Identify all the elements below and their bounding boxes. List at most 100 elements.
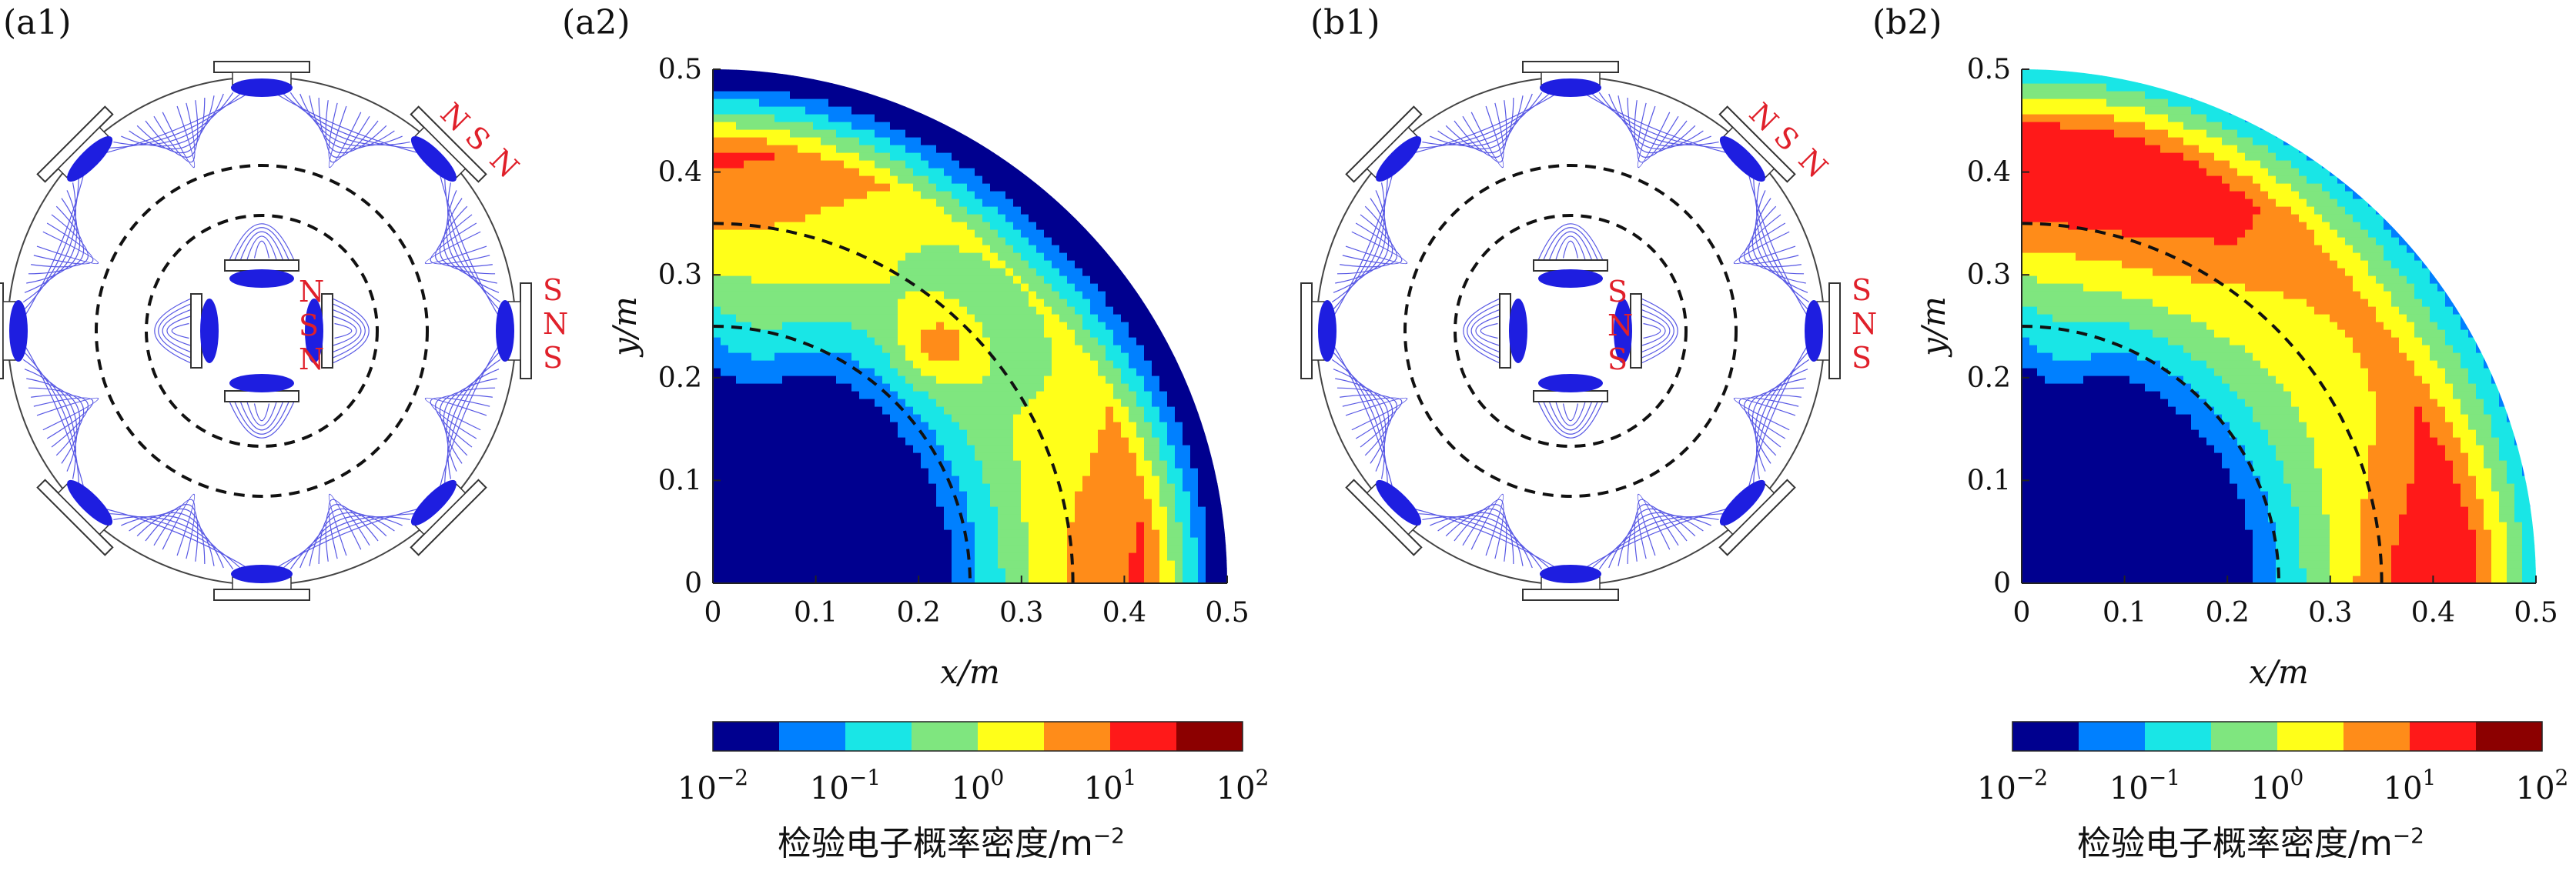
heatmap-cell	[774, 537, 783, 546]
heatmap-cell	[1021, 237, 1029, 245]
heatmap-cell	[805, 183, 814, 192]
heatmap-cell	[836, 283, 845, 292]
heatmap-cell	[882, 329, 891, 338]
heatmap-cell	[875, 268, 883, 276]
heatmap-cell	[944, 237, 952, 245]
heatmap-cell	[1213, 568, 1222, 576]
heatmap-cell	[1152, 322, 1160, 330]
magnet-pole-label: S	[1607, 342, 1628, 376]
heatmap-cell	[2083, 483, 2092, 492]
heatmap-cell	[1021, 291, 1029, 299]
heatmap-cell	[875, 214, 883, 222]
heatmap-cell	[2122, 160, 2130, 169]
heatmap-cell	[1075, 529, 1083, 538]
heatmap-cell	[2060, 152, 2069, 161]
heatmap-cell	[867, 399, 875, 407]
heatmap-cell	[813, 337, 821, 345]
heatmap-cell	[2060, 514, 2069, 522]
heatmap-cell	[875, 399, 883, 407]
heatmap-cell	[1136, 545, 1145, 553]
heatmap-cell	[913, 545, 922, 553]
heatmap-cell	[1029, 352, 1037, 361]
heatmap-cell	[928, 291, 937, 299]
heatmap-cell	[2060, 499, 2069, 507]
field-line	[1756, 359, 1810, 479]
heatmap-cell	[836, 529, 845, 538]
heatmap-cell	[913, 122, 922, 130]
heatmap-cell	[959, 345, 968, 353]
heatmap-cell	[767, 468, 775, 476]
heatmap-cell	[805, 129, 814, 138]
heatmap-cell	[867, 283, 875, 292]
heatmap-cell	[828, 291, 837, 299]
heatmap-cell	[1005, 499, 1014, 507]
heatmap-cell	[975, 268, 983, 276]
heatmap-cell	[774, 114, 783, 122]
heatmap-cell	[713, 468, 721, 476]
heatmap-cell	[898, 452, 906, 461]
heatmap-cell	[1059, 268, 1068, 276]
heatmap-cell	[898, 322, 906, 330]
heatmap-cell	[844, 437, 852, 446]
heatmap-cell	[905, 568, 914, 576]
heatmap-cell	[1029, 437, 1037, 446]
heatmap-cell	[859, 391, 868, 399]
heatmap-cell	[921, 160, 929, 169]
heatmap-cell	[1121, 391, 1129, 399]
heatmap-cell	[2129, 145, 2138, 153]
heatmap-cell	[1013, 283, 1022, 292]
inner-magnet	[305, 293, 333, 369]
heatmap-cell	[2029, 552, 2038, 561]
heatmap-cell	[2137, 183, 2146, 192]
heatmap-cell	[767, 83, 775, 92]
heatmap-cell	[952, 576, 960, 583]
heatmap-cell	[782, 337, 791, 345]
heatmap-cell	[1144, 352, 1153, 361]
heatmap-cell	[2083, 299, 2092, 307]
heatmap-cell	[921, 152, 929, 161]
heatmap-cell	[2052, 576, 2061, 583]
heatmap-cell	[921, 560, 929, 569]
heatmap-cell	[2091, 168, 2099, 176]
heatmap-cell	[1036, 491, 1045, 499]
heatmap-cell	[805, 360, 814, 369]
heatmap-cell	[1106, 499, 1114, 507]
heatmap-cell	[1029, 576, 1037, 583]
heatmap-cell	[798, 460, 806, 469]
heatmap-cell	[1021, 275, 1029, 284]
heatmap-cell	[2129, 299, 2138, 307]
heatmap-cell	[844, 329, 852, 338]
heatmap-cell	[913, 168, 922, 176]
heatmap-cell	[982, 437, 991, 446]
heatmap-cell	[767, 191, 775, 199]
heatmap-cell	[2029, 499, 2038, 507]
heatmap-cell	[759, 145, 768, 153]
heatmap-cell	[790, 322, 798, 330]
heatmap-cell	[759, 137, 768, 145]
heatmap-cell	[2106, 383, 2115, 392]
heatmap-cell	[1113, 422, 1122, 430]
heatmap-cell	[2106, 183, 2115, 192]
heatmap-cell	[1167, 352, 1176, 361]
heatmap-cell	[713, 476, 721, 484]
heatmap-cell	[2106, 129, 2115, 138]
heatmap-cell	[2122, 137, 2130, 145]
heatmap-cell	[774, 206, 783, 215]
heatmap-cell	[875, 506, 883, 515]
heatmap-cell	[859, 299, 868, 307]
heatmap-cell	[798, 199, 806, 207]
heatmap-cell	[1052, 545, 1060, 553]
heatmap-cell	[1090, 514, 1099, 522]
heatmap-cell	[1013, 345, 1022, 353]
heatmap-cell	[2137, 568, 2146, 576]
heatmap-cell	[982, 191, 991, 199]
heatmap-cell	[782, 152, 791, 161]
heatmap-cell	[836, 206, 845, 215]
heatmap-cell	[728, 91, 737, 99]
heatmap-cell	[875, 514, 883, 522]
heatmap-cell	[759, 98, 768, 107]
heatmap-cell	[1005, 537, 1014, 546]
heatmap-cell	[767, 229, 775, 238]
heatmap-cell	[721, 191, 729, 199]
heatmap-cell	[1183, 406, 1191, 415]
